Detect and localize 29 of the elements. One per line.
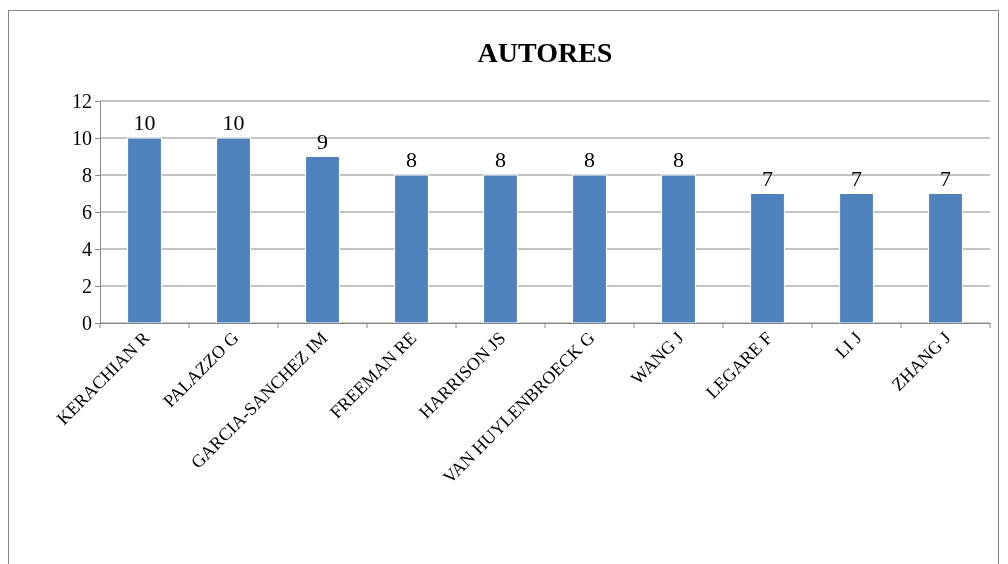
bar (483, 174, 518, 324)
x-tick-label: LI J (831, 327, 866, 363)
y-tick-label: 10 (72, 126, 92, 149)
y-tick-label: 12 (72, 89, 92, 112)
y-tick-label: 2 (82, 274, 92, 297)
data-label: 10 (222, 110, 245, 135)
bar (750, 193, 785, 324)
data-label: 7 (762, 165, 773, 191)
y-tick-label: 6 (82, 200, 92, 223)
data-label: 8 (584, 147, 595, 172)
bar (305, 156, 340, 324)
bar (572, 174, 607, 324)
bar (216, 137, 251, 324)
bar (661, 174, 696, 324)
data-label: 10 (133, 110, 156, 135)
data-label: 8 (673, 147, 684, 172)
data-label: 9 (317, 128, 328, 154)
bar (394, 174, 429, 324)
data-label: 7 (940, 165, 951, 191)
bar (839, 193, 874, 324)
bar (928, 193, 963, 324)
bar (127, 137, 162, 324)
chart-title: AUTORES (477, 37, 613, 68)
y-tick-label: 8 (82, 163, 92, 186)
data-label: 8 (495, 147, 506, 172)
y-tick-label: 0 (82, 311, 92, 334)
data-label: 8 (406, 147, 417, 172)
y-tick-label: 4 (82, 237, 92, 260)
data-label: 7 (851, 165, 862, 191)
